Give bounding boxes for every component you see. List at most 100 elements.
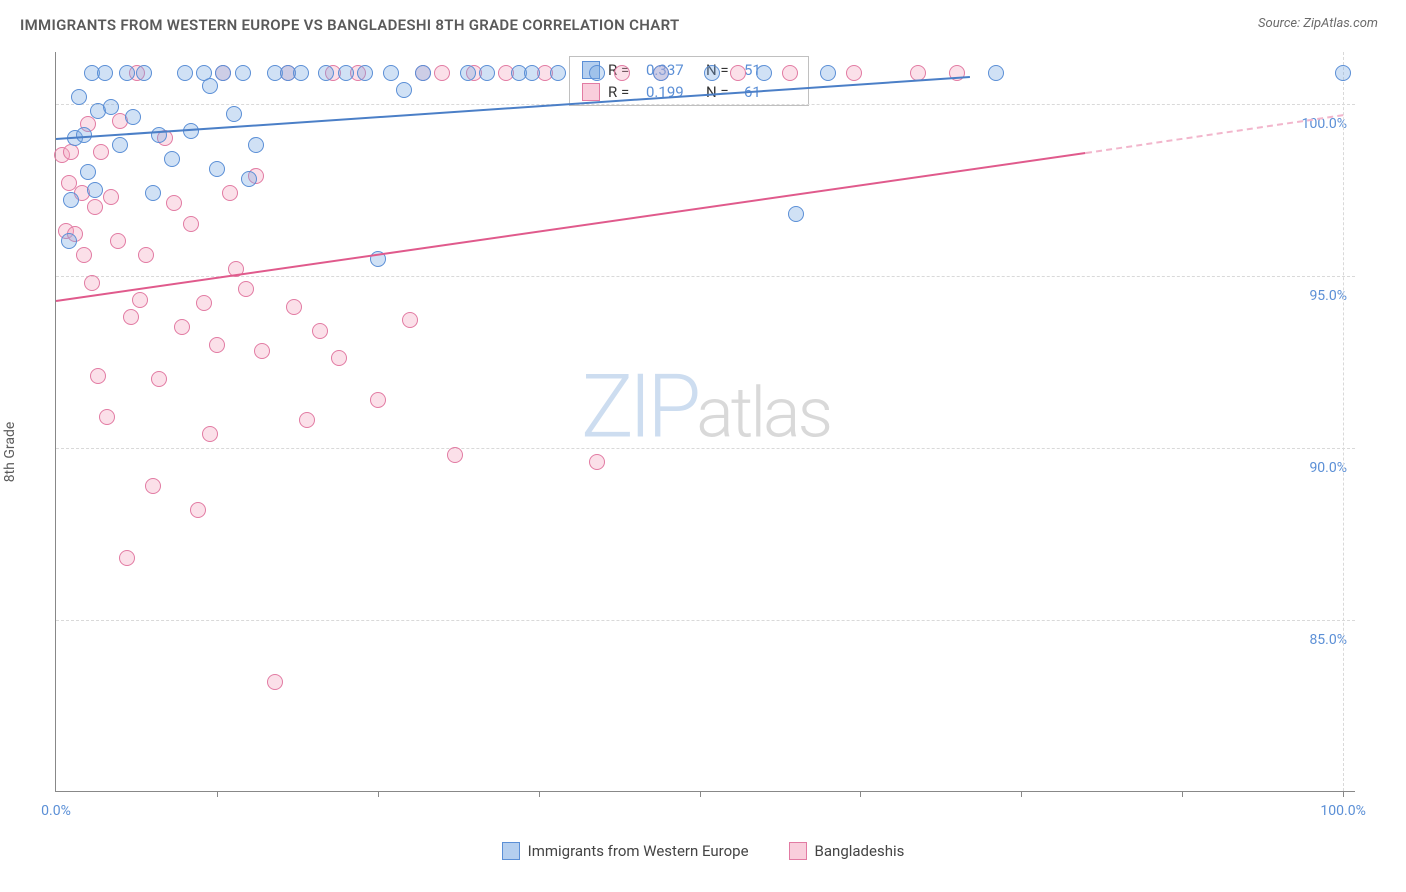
scatter-point-blue xyxy=(653,65,669,81)
scatter-point-blue xyxy=(80,164,96,180)
scatter-point-blue xyxy=(97,65,113,81)
trendline-blue xyxy=(56,76,970,140)
scatter-point-blue xyxy=(820,65,836,81)
x-tick-mark xyxy=(378,791,379,797)
scatter-point-pink xyxy=(93,144,109,160)
chart-source: Source: ZipAtlas.com xyxy=(1258,16,1378,31)
watermark: ZIPatlas xyxy=(581,355,830,458)
scatter-point-pink xyxy=(782,65,798,81)
legend-label: Immigrants from Western Europe xyxy=(528,842,749,860)
scatter-point-pink xyxy=(76,247,92,263)
scatter-point-blue xyxy=(293,65,309,81)
scatter-point-blue xyxy=(460,65,476,81)
scatter-point-pink xyxy=(84,275,100,291)
scatter-point-blue xyxy=(87,182,103,198)
scatter-point-pink xyxy=(166,195,182,211)
scatter-point-pink xyxy=(589,454,605,470)
scatter-point-pink xyxy=(730,65,746,81)
scatter-point-pink xyxy=(299,412,315,428)
bottom-legend: Immigrants from Western Europe Bangladesh… xyxy=(0,842,1406,860)
x-tick-mark xyxy=(1182,791,1183,797)
gridline-horizontal xyxy=(56,276,1355,277)
scatter-point-pink xyxy=(99,409,115,425)
scatter-point-blue xyxy=(202,78,218,94)
x-tick-mark xyxy=(217,791,218,797)
scatter-point-pink xyxy=(63,144,79,160)
scatter-point-pink xyxy=(123,309,139,325)
scatter-point-pink xyxy=(174,319,190,335)
scatter-point-blue xyxy=(704,65,720,81)
legend-item: Immigrants from Western Europe xyxy=(502,842,749,860)
x-tick-mark xyxy=(1021,791,1022,797)
scatter-point-pink xyxy=(402,312,418,328)
gridline-horizontal xyxy=(56,104,1355,105)
scatter-point-blue xyxy=(63,192,79,208)
gridline-vertical xyxy=(1343,52,1344,791)
x-tick-mark xyxy=(700,791,701,797)
scatter-point-pink xyxy=(110,233,126,249)
scatter-point-blue xyxy=(119,65,135,81)
y-tick-label: 85.0% xyxy=(1309,632,1347,648)
scatter-point-blue xyxy=(318,65,334,81)
legend-swatch xyxy=(582,83,600,101)
scatter-point-pink xyxy=(370,392,386,408)
scatter-point-blue xyxy=(61,233,77,249)
scatter-point-pink xyxy=(202,426,218,442)
x-tick-mark xyxy=(860,791,861,797)
legend-swatch xyxy=(789,842,807,860)
scatter-point-pink xyxy=(447,447,463,463)
plot-area: ZIPatlas R =0.337N =51R =0.199N =61 85.0… xyxy=(55,52,1355,792)
watermark-zip: ZIP xyxy=(581,355,696,458)
scatter-point-blue xyxy=(226,106,242,122)
scatter-point-blue xyxy=(151,127,167,143)
scatter-point-blue xyxy=(524,65,540,81)
chart-wrapper: 8th Grade ZIPatlas R =0.337N =51R =0.199… xyxy=(0,42,1406,862)
scatter-point-pink xyxy=(87,199,103,215)
x-tick-label-right: 100.0% xyxy=(1320,803,1365,819)
scatter-point-blue xyxy=(76,127,92,143)
trendline-pink-dash xyxy=(1086,114,1344,154)
scatter-point-blue xyxy=(756,65,772,81)
legend-label: Bangladeshis xyxy=(815,842,905,860)
y-axis-label: 8th Grade xyxy=(2,422,18,483)
scatter-point-pink xyxy=(151,371,167,387)
stat-box: R =0.337N =51R =0.199N =61 xyxy=(569,56,809,106)
scatter-point-pink xyxy=(846,65,862,81)
y-tick-label: 95.0% xyxy=(1309,288,1347,304)
scatter-point-pink xyxy=(190,502,206,518)
scatter-point-blue xyxy=(112,137,128,153)
scatter-point-pink xyxy=(209,337,225,353)
x-tick-mark xyxy=(539,791,540,797)
x-tick-mark xyxy=(1343,791,1344,797)
scatter-point-blue xyxy=(177,65,193,81)
scatter-point-pink xyxy=(183,216,199,232)
gridline-horizontal xyxy=(56,448,1355,449)
legend-item: Bangladeshis xyxy=(789,842,905,860)
scatter-point-blue xyxy=(164,151,180,167)
scatter-point-blue xyxy=(415,65,431,81)
chart-title: IMMIGRANTS FROM WESTERN EUROPE VS BANGLA… xyxy=(20,16,679,34)
x-tick-label-left: 0.0% xyxy=(41,803,71,819)
scatter-point-pink xyxy=(222,185,238,201)
scatter-point-pink xyxy=(267,674,283,690)
scatter-point-blue xyxy=(396,82,412,98)
scatter-point-pink xyxy=(196,295,212,311)
scatter-point-pink xyxy=(132,292,148,308)
scatter-point-blue xyxy=(988,65,1004,81)
scatter-point-blue xyxy=(383,65,399,81)
scatter-point-blue xyxy=(479,65,495,81)
scatter-point-blue xyxy=(589,65,605,81)
scatter-point-pink xyxy=(119,550,135,566)
scatter-point-blue xyxy=(125,109,141,125)
scatter-point-pink xyxy=(614,65,630,81)
y-tick-label: 90.0% xyxy=(1309,460,1347,476)
watermark-atlas: atlas xyxy=(696,372,830,454)
scatter-point-pink xyxy=(312,323,328,339)
scatter-point-blue xyxy=(103,99,119,115)
scatter-point-blue xyxy=(788,206,804,222)
scatter-point-blue xyxy=(1335,65,1351,81)
scatter-point-blue xyxy=(241,171,257,187)
scatter-point-pink xyxy=(238,281,254,297)
scatter-point-pink xyxy=(286,299,302,315)
scatter-point-blue xyxy=(71,89,87,105)
